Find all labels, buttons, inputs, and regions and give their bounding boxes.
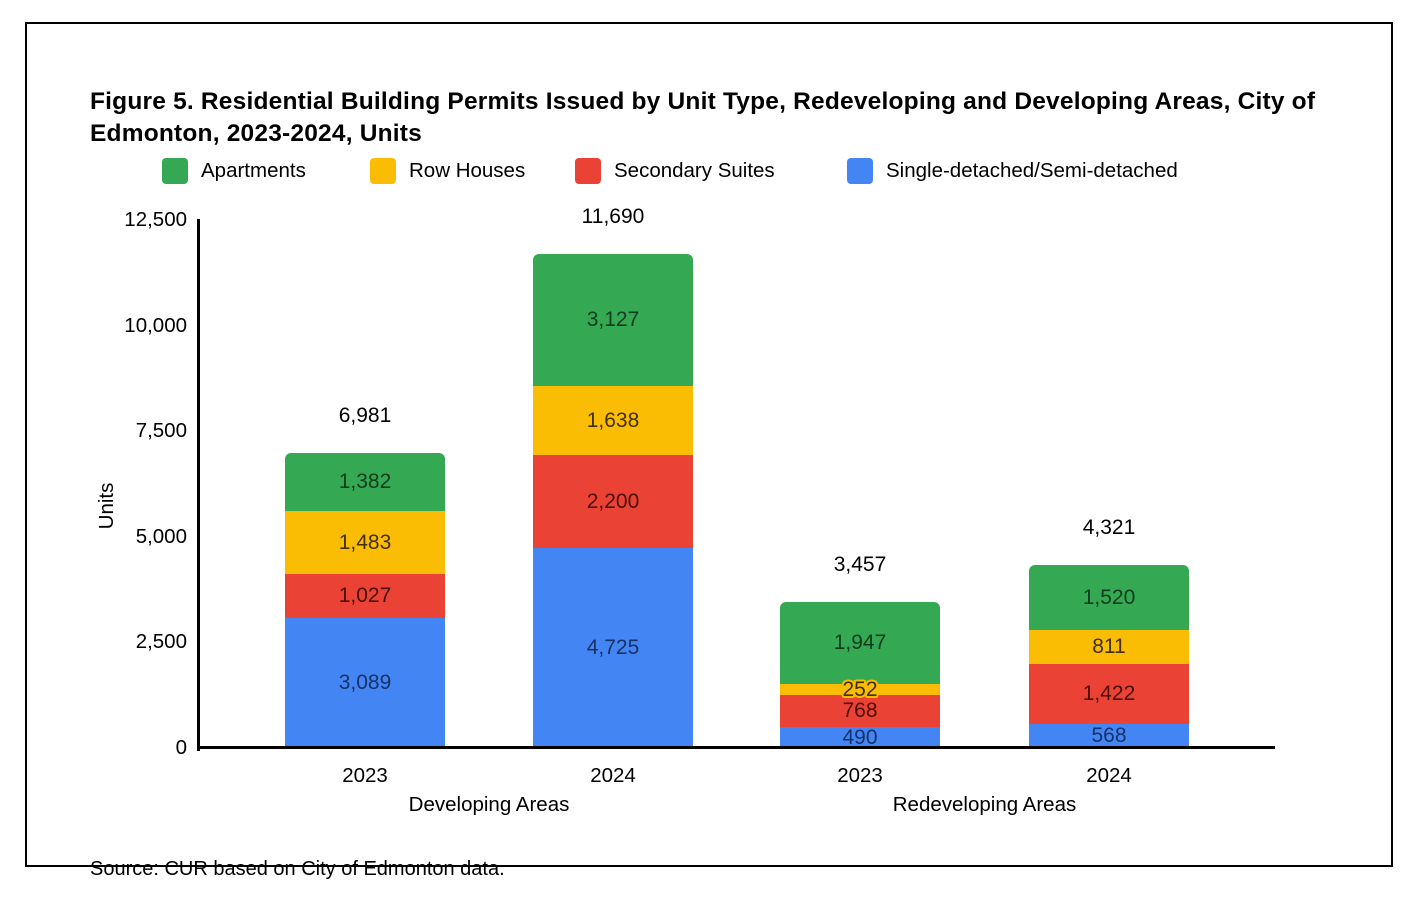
bar-segment (285, 453, 445, 512)
legend-item: Apartments (162, 158, 306, 184)
bar-total-label: 4,321 (1082, 516, 1136, 540)
x-axis-line (197, 746, 1275, 749)
legend-item: Row Houses (370, 158, 525, 184)
figure-border-frame: Figure 5. Residential Building Permits I… (25, 22, 1393, 880)
bar-segment (533, 254, 693, 387)
legend-label: Secondary Suites (614, 159, 775, 182)
bar-segment (1029, 565, 1189, 630)
x-axis-category-label: 2023 (342, 764, 388, 787)
legend-item: Secondary Suites (575, 158, 775, 184)
legend-swatch-icon (575, 158, 601, 184)
y-axis-tick-label: 0 (175, 736, 187, 759)
segment-value-label: 568 (1091, 724, 1127, 747)
legend-swatch-icon (370, 158, 396, 184)
figure-title: Figure 5. Residential Building Permits I… (90, 88, 1316, 147)
bar-segment (285, 511, 445, 575)
legend-label: Row Houses (409, 159, 526, 182)
bar-segment (285, 574, 445, 618)
bar-total-label: 3,457 (833, 552, 887, 576)
bar-total-label: 6,981 (338, 404, 392, 428)
bar-segment (780, 694, 940, 728)
segment-value-label: 2,200 (586, 489, 640, 513)
segment-value-label: 1,520 (1082, 585, 1136, 609)
bar-segment (1029, 663, 1189, 724)
y-axis-tick-label: 7,500 (135, 419, 187, 443)
legend-label: Single-detached/Semi-detached (886, 159, 1178, 182)
segment-value-label: 3,127 (586, 308, 640, 332)
legend-item: Single-detached/Semi-detached (847, 158, 1178, 184)
x-axis-group-label: Developing Areas (408, 793, 570, 816)
bar-total-label: 11,690 (581, 205, 645, 229)
x-axis-category-label: 2024 (1086, 764, 1132, 787)
bar-segment (533, 455, 693, 549)
segment-value-label: 1,422 (1082, 681, 1136, 705)
x-axis-category-label: 2024 (590, 764, 636, 787)
y-axis-line (197, 219, 200, 751)
segment-value-label: 1,638 (586, 408, 640, 432)
source-note: Source: CUR based on City of Edmonton da… (90, 858, 505, 880)
segment-value-label: 4,725 (586, 636, 640, 660)
segment-value-label: 1,382 (338, 470, 392, 494)
segment-value-label: 1,483 (338, 530, 392, 554)
segment-value-label: 1,947 (833, 631, 887, 655)
bar-segment (780, 684, 940, 695)
y-axis-tick-label: 12,500 (124, 208, 187, 231)
x-axis-group-label: Redeveloping Areas (892, 793, 1077, 816)
legend-label: Apartments (201, 159, 306, 182)
segment-value-label: 3,089 (338, 670, 392, 694)
legend-swatch-icon (162, 158, 188, 184)
x-axis-category-label: 2023 (837, 764, 883, 787)
bar-segment (533, 548, 693, 748)
segment-value-label: 252 (842, 677, 878, 701)
bar-segment (780, 601, 940, 685)
segment-value-label: 1,027 (338, 583, 392, 607)
segment-value-label: 768 (842, 699, 878, 723)
y-axis-tick-label: 10,000 (124, 313, 187, 337)
y-axis-tick-label: 2,500 (135, 630, 187, 654)
y-axis-tick-label: 5,000 (135, 524, 187, 548)
bar-segment (533, 386, 693, 456)
segment-value-label: 490 (842, 725, 878, 749)
bar-segment (1029, 629, 1189, 664)
bar-segment (780, 727, 940, 748)
bar-segment (285, 617, 445, 748)
bar-segment (1029, 724, 1189, 748)
segment-value-label: 811 (1092, 634, 1126, 658)
legend-swatch-icon (847, 158, 873, 184)
